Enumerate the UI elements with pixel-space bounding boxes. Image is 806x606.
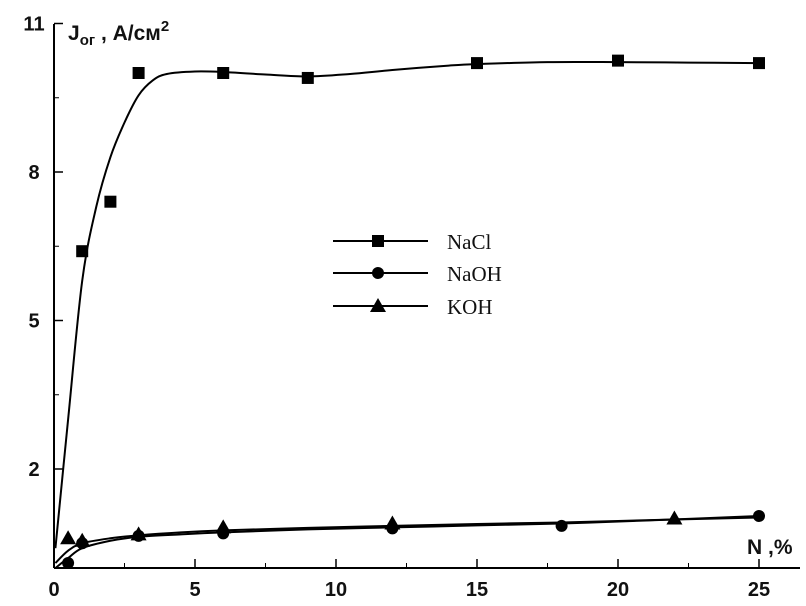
data-point-naoh: [753, 510, 765, 523]
data-point-nacl: [132, 67, 145, 79]
data-point-naoh: [555, 519, 568, 532]
y-tick-label: 2: [28, 459, 39, 481]
x-tick-label: 20: [607, 579, 629, 601]
x-tick-label: 5: [189, 579, 200, 601]
x-axis-title: N ,%: [747, 536, 793, 559]
y-tick-label: 11: [23, 14, 44, 36]
data-point-koh: [384, 515, 401, 530]
data-point-nacl: [471, 57, 483, 70]
series-line-nacl: [54, 60, 760, 549]
data-point-nacl: [301, 71, 314, 84]
legend-label-nacl: NaCl: [447, 230, 491, 254]
x-tick-label: 15: [466, 579, 488, 601]
markers: [60, 54, 765, 570]
data-point-naoh: [62, 557, 75, 570]
data-point-koh: [215, 519, 232, 534]
legend-marker-nacl: [372, 235, 384, 247]
y-axis-title: Jог , А/см2: [68, 18, 169, 49]
legend-label-koh: KOH: [447, 295, 493, 319]
curves: [54, 60, 760, 569]
data-point-nacl: [753, 57, 765, 70]
y-tick-label: 5: [28, 311, 39, 333]
series-line-koh: [54, 516, 760, 564]
data-point-koh: [666, 510, 683, 525]
legend-marker-koh: [370, 298, 386, 312]
x-tick-label: 10: [325, 579, 347, 601]
data-point-koh: [60, 530, 77, 545]
legend-label-naoh: NaOH: [447, 262, 502, 286]
x-tick-label: 25: [748, 579, 770, 601]
legend: NaCl NaOH KOH: [333, 230, 502, 319]
data-point-koh: [130, 526, 147, 541]
legend-marker-naoh: [372, 267, 384, 279]
y-tick-label: 8: [28, 162, 39, 184]
series-line-naoh: [54, 515, 760, 569]
data-point-nacl: [76, 245, 89, 258]
data-point-nacl: [612, 54, 624, 67]
data-point-nacl: [104, 195, 117, 208]
data-point-nacl: [217, 67, 230, 79]
data-point-koh: [74, 532, 91, 547]
x-tick-label: 0: [48, 579, 59, 601]
